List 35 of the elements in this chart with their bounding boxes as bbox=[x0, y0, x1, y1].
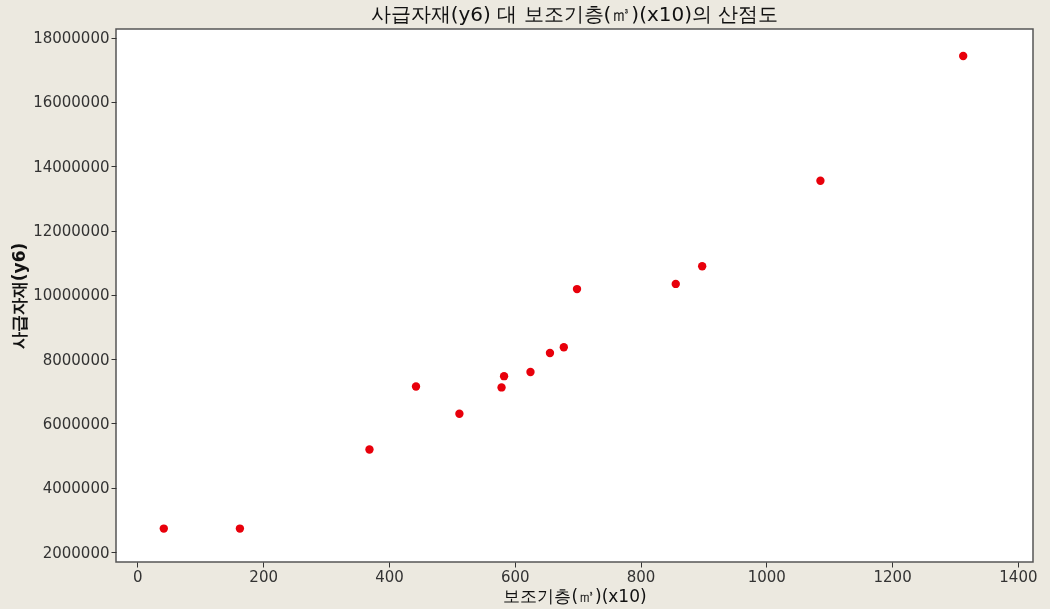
point bbox=[545, 348, 555, 358]
point bbox=[671, 279, 680, 289]
point bbox=[455, 409, 464, 418]
point bbox=[559, 343, 568, 352]
x-tick-label: 0 bbox=[133, 567, 143, 586]
x-axis-title: 보조기층(㎥)(x10) bbox=[503, 585, 647, 606]
x-tick-label: 1000 bbox=[747, 567, 786, 586]
x-tick-label: 200 bbox=[249, 567, 278, 586]
point bbox=[365, 445, 374, 454]
point bbox=[235, 524, 245, 533]
point bbox=[499, 372, 509, 381]
x-tick-label: 600 bbox=[500, 567, 530, 586]
y-tick-label: 6000000 bbox=[42, 414, 110, 433]
x-tick-label: 1400 bbox=[999, 567, 1038, 586]
point bbox=[411, 382, 421, 391]
y-tick-label: 10000000 bbox=[33, 286, 110, 305]
y-tick-label: 8000000 bbox=[42, 350, 110, 369]
point bbox=[526, 367, 535, 377]
y-tick-label: 18000000 bbox=[33, 29, 110, 48]
y-axis-title: 사급자재(y6) bbox=[9, 242, 30, 350]
y-tick-label: 12000000 bbox=[33, 222, 110, 241]
point bbox=[497, 383, 506, 392]
x-tick-label: 1200 bbox=[873, 567, 912, 586]
y-tick-label: 14000000 bbox=[33, 157, 110, 176]
chart-title: 사급자재(y6) 대 보조기층(㎥)(x10)의 산점도 bbox=[370, 2, 779, 26]
point bbox=[816, 176, 825, 185]
y-tick-label: 4000000 bbox=[42, 479, 110, 498]
x-tick-label: 800 bbox=[626, 567, 656, 586]
point bbox=[697, 262, 707, 271]
point bbox=[159, 524, 168, 533]
point bbox=[572, 284, 582, 294]
x-tick-label: 400 bbox=[375, 567, 404, 586]
y-tick-label: 2000000 bbox=[42, 543, 110, 562]
point bbox=[959, 51, 968, 61]
y-tick-label: 16000000 bbox=[33, 93, 110, 112]
